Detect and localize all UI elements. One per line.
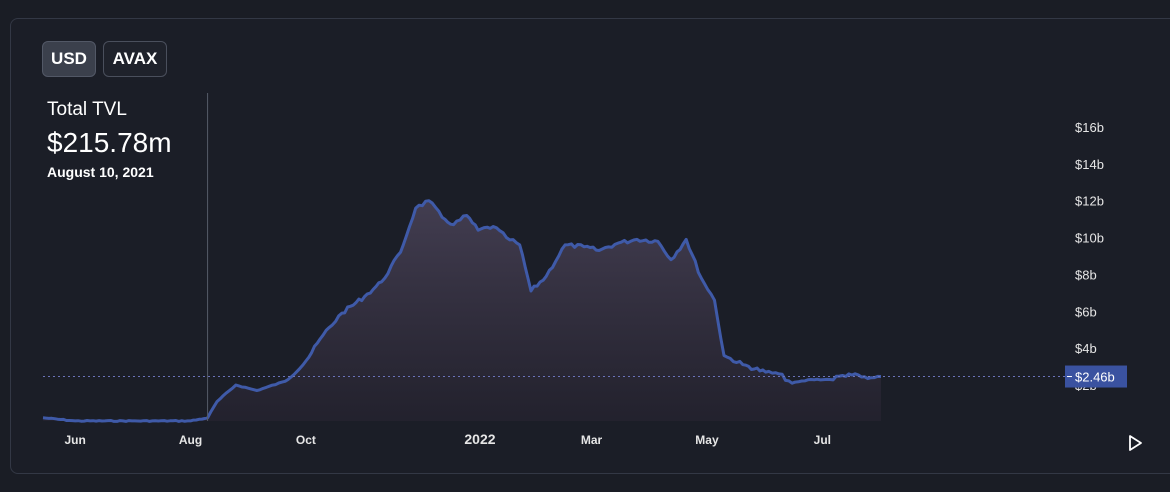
y-tick-label: $12b [1075,194,1104,209]
tvl-series-line [42,199,882,423]
tvl-area-fill [43,200,881,422]
y-tick-label: $16b [1075,120,1104,135]
y-tick-label: $6b [1075,304,1097,319]
tvl-value: $215.78m [47,127,172,158]
current-value-badge [1065,365,1127,388]
y-tick-label: $14b [1075,157,1104,172]
tvl-date: August 10, 2021 [47,164,154,180]
x-tick-label: Oct [296,433,316,447]
x-tick-label: Mar [581,433,603,447]
tvl-area-chart[interactable]: $2b$4b$6b$8b$10b$12b$14b$16b$2.46bJunAug… [11,19,1170,474]
play-icon[interactable] [1125,433,1145,453]
x-tick-label: 2022 [464,431,495,447]
x-tick-label: Jul [814,433,831,447]
avax-toggle-button[interactable]: AVAX [103,41,167,77]
y-tick-label: $10b [1075,231,1104,246]
x-tick-label: Jun [64,433,85,447]
y-tick-label: $8b [1075,267,1097,282]
usd-toggle-button[interactable]: USD [42,41,96,77]
y-tick-label: $4b [1075,341,1097,356]
tvl-label: Total TVL [47,99,127,120]
tvl-chart-panel: USD AVAX Total TVL $215.78m August 10, 2… [10,18,1170,474]
x-tick-label: Aug [179,433,202,447]
x-tick-label: May [695,433,719,447]
current-value-label: $2.46b [1075,370,1115,385]
